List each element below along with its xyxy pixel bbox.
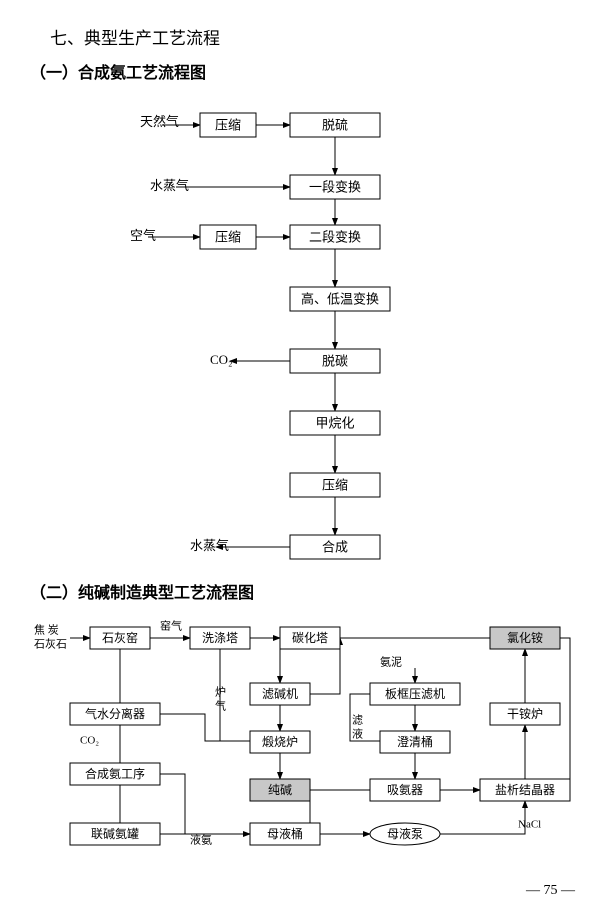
svg-text:压缩: 压缩 (322, 478, 348, 493)
flow-label: 水蒸气 (190, 538, 229, 553)
svg-text:澄清桶: 澄清桶 (397, 734, 433, 749)
svg-text:甲烷化: 甲烷化 (315, 416, 354, 431)
heading-section: 七、典型生产工艺流程 (50, 24, 575, 49)
flow-label: 气 (215, 699, 226, 713)
svg-text:滤碱机: 滤碱机 (262, 687, 298, 701)
heading-chart1: （一）合成氨工艺流程图 (30, 59, 575, 83)
flow-label: 氨泥 (380, 656, 402, 669)
flow-label: 窑气 (160, 619, 182, 633)
flow-label: 水蒸气 (150, 178, 189, 193)
svg-text:石灰窑: 石灰窑 (102, 630, 138, 645)
svg-text:盐析结晶器: 盐析结晶器 (495, 783, 555, 797)
svg-text:高、低温变换: 高、低温变换 (301, 292, 379, 307)
page-number: — 75 — (30, 883, 575, 899)
svg-text:纯碱: 纯碱 (268, 783, 292, 797)
svg-text:母液桶: 母液桶 (267, 826, 303, 841)
svg-text:合成氨工序: 合成氨工序 (85, 766, 145, 781)
svg-text:煅烧炉: 煅烧炉 (262, 734, 298, 749)
svg-text:脱硫: 脱硫 (322, 118, 348, 133)
svg-text:气水分离器: 气水分离器 (85, 706, 145, 721)
flow-label: 天然气 (140, 114, 179, 129)
svg-text:压缩: 压缩 (215, 118, 241, 133)
flow-label: 焦 炭 (34, 624, 59, 637)
flow-label: 石灰石 (34, 637, 67, 651)
svg-text:氯化铵: 氯化铵 (507, 630, 543, 645)
svg-text:二段变换: 二段变换 (309, 230, 361, 245)
flow-label: NaCl (518, 819, 541, 831)
svg-text:联碱氨罐: 联碱氨罐 (91, 827, 139, 841)
flowchart-1: 天然气压缩脱硫水蒸气一段变换空气压缩二段变换高、低温变换CO₂脱碳甲烷化压缩水蒸… (30, 93, 470, 573)
svg-text:合成: 合成 (322, 540, 348, 555)
svg-text:一段变换: 一段变换 (309, 180, 361, 195)
flowchart-2: 焦 炭石灰石 石灰窑 窑气洗涤塔 碳化塔气水分离器 CO₂ 合成氨工序联碱氨罐 炉气 滤碱机煅… (30, 613, 590, 863)
flow-label: CO₂ (80, 735, 99, 747)
flow-label: 空气 (130, 228, 156, 243)
flow-label: 液氨 (190, 833, 212, 847)
heading-chart2: （二）纯碱制造典型工艺流程图 (30, 579, 575, 603)
svg-text:压缩: 压缩 (215, 230, 241, 245)
svg-text:吸氨器: 吸氨器 (387, 783, 423, 797)
svg-text:板框压滤机: 板框压滤机 (385, 687, 445, 701)
svg-text:母液泵: 母液泵 (387, 826, 423, 841)
flow-label: 液 (352, 727, 363, 741)
svg-text:洗涤塔: 洗涤塔 (202, 631, 238, 645)
svg-text:干铵炉: 干铵炉 (507, 706, 543, 721)
svg-text:碳化塔: 碳化塔 (292, 631, 328, 645)
flow-label: 炉 (215, 686, 226, 699)
svg-text:脱碳: 脱碳 (322, 354, 348, 369)
flow-label: CO₂ (210, 352, 233, 367)
flow-label: 滤 (352, 714, 363, 727)
